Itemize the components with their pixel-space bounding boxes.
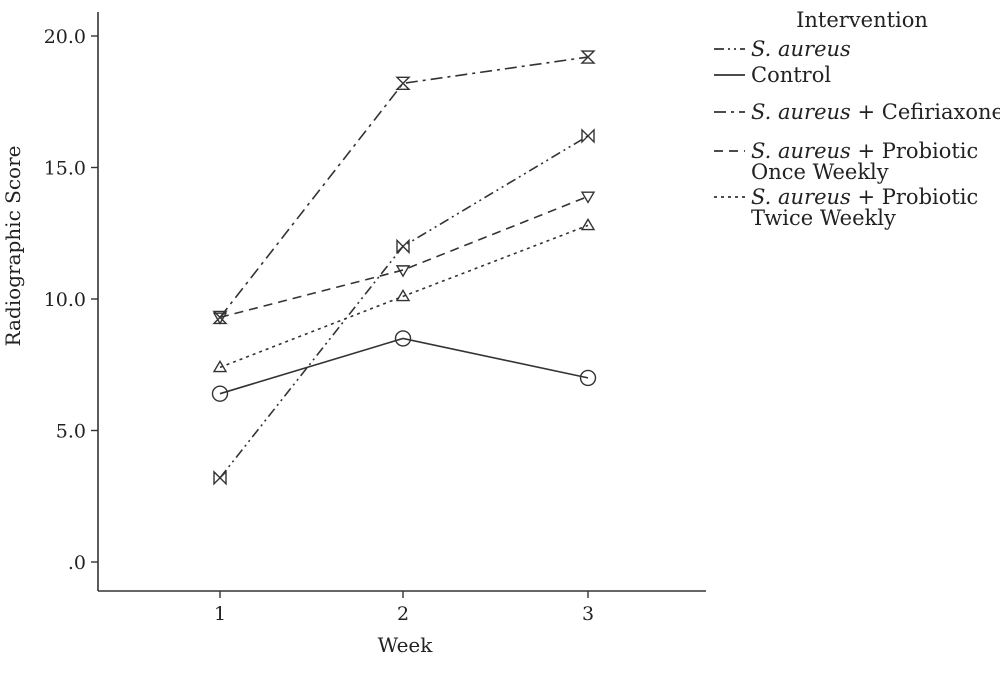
y-tick-label: .0	[68, 552, 86, 574]
legend-label-line2: Once Weekly	[751, 160, 889, 184]
legend-label: S. aureus + Cefiriaxone	[751, 100, 1000, 124]
legend-label: S. aureus + Probiotic	[751, 139, 978, 163]
legend-label: S. aureus	[751, 37, 851, 61]
legend-label-part: S. aureus	[751, 37, 851, 61]
data-point	[211, 385, 229, 402]
y-tick-label: 15.0	[44, 158, 86, 180]
legend-item: S. aureus	[714, 37, 851, 61]
series-line	[219, 224, 589, 369]
legend-label-part: S. aureus	[751, 139, 851, 163]
series-line	[219, 337, 589, 395]
data-point	[395, 76, 411, 91]
series-1	[211, 330, 597, 402]
data-point	[212, 312, 228, 325]
y-tick-label: 10.0	[44, 289, 86, 311]
series-2	[212, 50, 596, 325]
legend-label-part: Control	[751, 63, 831, 87]
data-point	[212, 359, 228, 373]
x-tick-label: 1	[214, 603, 226, 625]
data-point	[580, 50, 596, 64]
data-point	[581, 128, 595, 144]
data-point	[395, 288, 411, 302]
legend-label: S. aureus + Probiotic	[751, 185, 978, 209]
legend-title: Intervention	[796, 8, 928, 32]
legend-label-part: + Probiotic	[851, 185, 978, 209]
series-3	[212, 191, 596, 325]
x-axis-label: Week	[378, 633, 434, 657]
series-4	[212, 217, 596, 373]
series-line	[219, 135, 589, 479]
legend-label-part: S. aureus	[751, 185, 851, 209]
y-axis-label: Radiographic Score	[1, 146, 25, 347]
data-point	[579, 369, 597, 387]
legend-label-part: + Probiotic	[851, 139, 978, 163]
y-tick-label: 20.0	[44, 26, 86, 48]
data-point	[396, 238, 410, 255]
series-line	[219, 56, 589, 318]
y-tick-label: 5.0	[56, 421, 86, 443]
series-line	[219, 195, 589, 319]
x-tick-label: 3	[582, 603, 594, 625]
series-0	[213, 128, 595, 486]
legend-item: Control	[714, 63, 831, 87]
legend-label-part: S. aureus	[751, 100, 851, 124]
series-group	[211, 50, 597, 486]
legend-label-part: + Cefiriaxone	[851, 100, 1000, 124]
data-point	[580, 191, 596, 204]
x-tick-label: 2	[397, 603, 409, 625]
data-point	[395, 265, 411, 278]
axes: .0 5.0 10.0 15.0 20.0 1 2 3 Week Radiographic Sco…	[1, 12, 706, 657]
data-point	[394, 330, 412, 347]
data-point	[213, 470, 227, 486]
legend-label-line2: Twice Weekly	[751, 206, 896, 230]
data-point	[580, 217, 596, 231]
legend-item: S. aureus + Cefiriaxone	[714, 100, 1000, 124]
legend-label: Control	[751, 63, 831, 87]
